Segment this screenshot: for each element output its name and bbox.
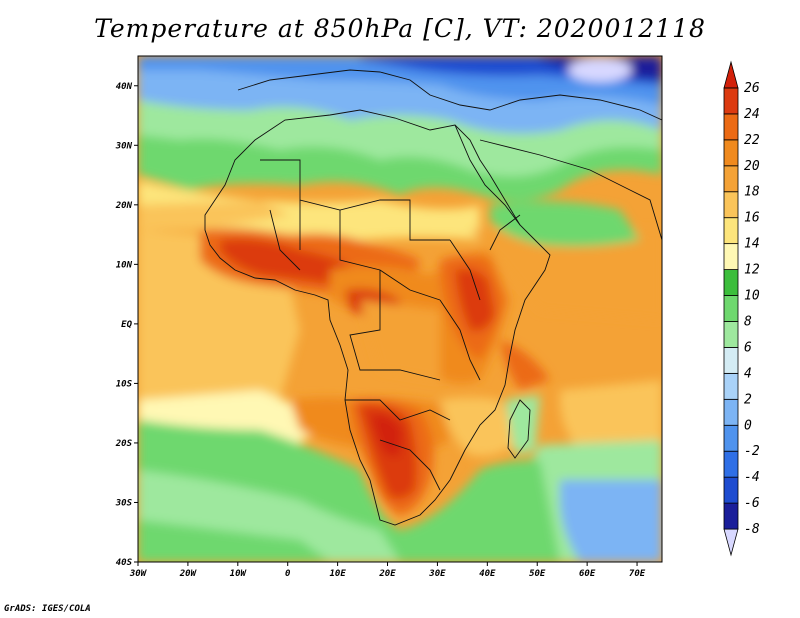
colorbar-swatch: [723, 87, 739, 115]
colorbar-swatch: [723, 347, 739, 374]
x-tick-label: 50E: [529, 569, 546, 579]
x-tick-label: 30W: [129, 569, 148, 579]
y-tick-label: 30S: [115, 498, 133, 508]
colorbar-label: 26: [744, 81, 760, 96]
coastline-borders: [204, 69, 662, 526]
colorbar-swatch: [723, 372, 739, 400]
colorbar-label: 14: [744, 237, 760, 252]
x-axis: 30W 20W 10W 0 10E 20E 30E 40E 50E 60E 70E: [129, 562, 646, 579]
y-tick-label: 10N: [116, 260, 133, 270]
y-axis: 40N 30N 20N 10N EQ 10S 20S 30S 40S: [115, 82, 138, 568]
colorbar-label: -2: [744, 444, 760, 459]
colorbar-label: -4: [744, 470, 760, 485]
colorbar-label: 0: [744, 418, 752, 433]
colorbar-label: 12: [744, 263, 760, 278]
colorbar-swatch: [723, 139, 739, 167]
colorbar-swatch: [723, 321, 739, 348]
colorbar-label: 22: [744, 133, 760, 148]
colorbar-swatch: [723, 424, 739, 452]
colorbar-label: 24: [744, 107, 760, 122]
colorbar-swatch: [723, 295, 739, 322]
x-tick-label: 10E: [329, 569, 346, 579]
colorbar-swatch: [723, 450, 739, 478]
colorbar-swatch: [723, 165, 739, 193]
colorbar-swatch: [723, 113, 739, 141]
x-tick-label: 60E: [579, 569, 596, 579]
temperature-field: [138, 56, 662, 562]
colorbar-label: -6: [744, 496, 760, 511]
colorbar-label: 8: [744, 314, 752, 329]
colorbar-label: 10: [744, 289, 760, 304]
colorbar-label: 6: [744, 340, 752, 355]
x-tick-label: 30E: [428, 569, 446, 579]
colorbar-label: 18: [744, 185, 760, 200]
y-tick-label: 20S: [115, 439, 133, 449]
colorbar-min-triangle: [723, 528, 739, 557]
x-tick-label: 70E: [629, 569, 646, 579]
colorbar-label: -8: [744, 522, 760, 537]
x-tick-label: 40E: [479, 569, 496, 579]
y-tick-label: 30N: [115, 141, 133, 151]
colorbar-swatch: [723, 502, 739, 530]
colorbar-label: 20: [744, 159, 760, 174]
colorbar-max-triangle: [723, 60, 739, 89]
x-tick-label: 10W: [230, 569, 248, 579]
grads-credit: GrADS: IGES/COLA: [4, 604, 91, 614]
colorbar-swatch: [723, 217, 739, 245]
y-tick-label: 40N: [116, 82, 133, 92]
colorbar-swatch: [723, 476, 739, 504]
colorbar-label: 16: [744, 211, 760, 226]
x-tick-label: 0: [285, 569, 291, 579]
map-title: Temperature at 850hPa [C], VT: 202001211…: [94, 14, 706, 43]
x-tick-label: 20E: [378, 569, 396, 579]
colorbar-swatch: [723, 243, 739, 270]
colorbar-label: 2: [744, 392, 752, 407]
y-tick-label: 10S: [116, 379, 133, 389]
y-tick-label: 20N: [115, 201, 133, 211]
colorbar-swatch: [723, 398, 739, 426]
colorbar-swatch: [723, 269, 739, 296]
y-tick-label: 40S: [116, 558, 133, 568]
colorbar-label: 4: [744, 366, 752, 381]
colorbar-swatch: [723, 191, 739, 219]
y-tick-label: EQ: [121, 320, 132, 330]
x-tick-label: 20W: [179, 569, 198, 579]
plot-frame: [137, 55, 663, 563]
